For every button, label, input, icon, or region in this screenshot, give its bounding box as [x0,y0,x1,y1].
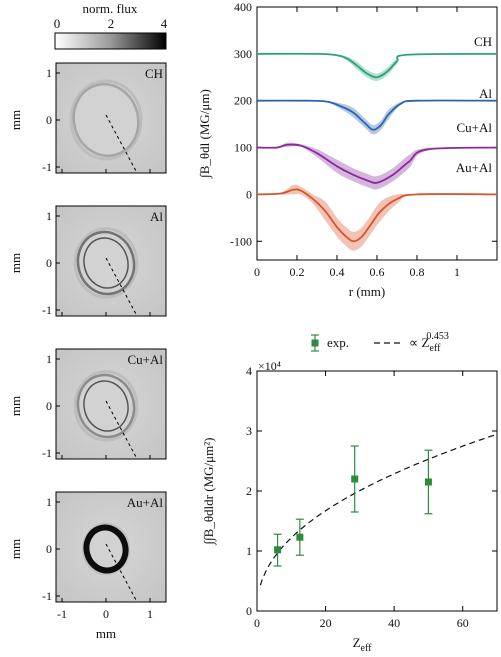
x-tick-label: 60 [457,616,469,630]
y-tick-label: 3 [246,424,252,438]
x-tick-label: 40 [388,616,400,630]
colorbar-tick: 0 [54,16,61,31]
radiograph-inner-ring [83,237,129,289]
radiograph-halo [69,79,143,161]
legend-exp-marker [311,339,319,347]
colorbar-tick: 2 [108,16,115,31]
radiograph-ring [76,373,136,439]
x-tick-label: 0 [254,265,260,279]
y-tick-label: 400 [234,0,252,14]
radiograph-ytick-label: -1 [42,446,52,460]
series-line [256,52,498,79]
radiograph-halo [73,227,139,299]
radiograph-xtick-label: 1 [147,607,153,621]
radiograph-ring [83,524,129,574]
fit-curve [259,433,498,586]
radiograph-ylabel: mm [8,253,23,273]
data-point [274,546,282,554]
radiograph-xtick-label: 0 [103,607,109,621]
radiograph-ylabel: mm [8,110,23,130]
radiograph-ring [76,230,136,296]
radiograph-ytick-label: 1 [46,352,52,366]
radiograph-lineout [105,114,137,172]
series-label: Au+Al [456,160,493,175]
radiograph-label: CH [145,66,163,81]
radiograph-panel: CH 1 0 -1 mm [8,62,167,174]
scatter-frame [256,370,498,612]
data-point [424,478,432,486]
x-tick-label: 0.6 [370,265,385,279]
y-axis-label: ∫B_θdl (MG/μm) [197,89,213,179]
y-tick-label: 1 [246,544,252,558]
y-tick-label: 100 [234,141,252,155]
radiograph-ytick-label: 0 [46,113,52,127]
legend-exp-label: exp. [327,335,349,350]
series-band [257,53,497,82]
y-tick-label: 2 [246,484,252,498]
radiograph-inner-ring [83,380,129,432]
radiograph-panel: Al 1 0 -1 mm [8,205,167,317]
radiograph-panel: Cu+Al 1 0 -1 mm [8,348,167,460]
series-band [257,142,497,190]
radiograph-ring [72,83,140,157]
y-tick-label: 300 [234,47,252,61]
radiograph-ytick-label: 0 [46,399,52,413]
radiograph-ylabel: mm [8,539,23,559]
x-tick-label: 0.2 [290,265,305,279]
x-tick-label: 0.8 [410,265,425,279]
colorbar-tick: 4 [161,16,168,31]
series-line [256,143,498,184]
radiograph-ytick-label: -1 [42,303,52,317]
series-line [256,188,498,243]
radiograph-ytick-label: 1 [46,495,52,509]
series-line [256,99,498,131]
radiograph-label: Cu+Al [127,352,163,367]
radiograph-lineout [105,257,137,315]
series-label: Al [479,86,492,101]
radiograph-label: Au+Al [127,495,164,510]
legend-fit-label: ∝ Zeff0.453 [409,331,449,354]
legend: exp. ∝ Zeff0.453 [311,331,449,354]
colorbar-label: norm. flux [83,1,138,16]
radiograph-halo [73,370,139,442]
data-point [351,475,359,483]
y-exponent: ×10⁴ [258,359,281,373]
radiograph-ytick-label: 0 [46,542,52,556]
radiograph-label: Al [150,209,163,224]
y-tick-label: 0 [246,604,252,618]
radiograph-xlabel: mm [96,626,116,641]
series-label: Cu+Al [456,120,492,135]
x-axis-label: Zeff [353,635,373,654]
radiograph-xtick-label: -1 [57,607,67,621]
y-axis-label: ∫∫B_θdldr (MG/μm²) [201,438,217,546]
radiograph-ytick-label: 1 [46,66,52,80]
series-band [257,184,497,251]
data-point [296,533,304,541]
radiograph-panels: CH 1 0 -1 mm Al 1 0 -1 mm Cu+Al 1 0 -1 mm Au+Al 1 0 -1 mm -1… [8,62,167,641]
x-tick-label: 20 [320,616,332,630]
radiograph-ytick-label: 0 [46,256,52,270]
radiograph-ylabel: mm [8,396,23,416]
radiograph-ytick-label: 1 [46,209,52,223]
zeff-scatter-chart: 4 3 2 1 00 20 40 60 ×10⁴ Zeff ∫∫B_θdldr (MG/μm²) ex… [201,331,498,654]
line-profile-chart: 400 300 200 100 0 -100 0 0.2 0.4 0.6 0.8 1 r (mm) ∫B_… [197,0,498,299]
x-axis-label: r (mm) [349,284,385,299]
radiograph-lineout [105,543,137,601]
x-tick-label: 0 [254,616,260,630]
radiograph-ytick-label: -1 [42,160,52,174]
colorbar: norm. flux 0 2 4 [54,1,168,50]
y-tick-label: -100 [230,234,252,248]
radiograph-lineout [105,400,137,458]
y-tick-label: 0 [246,187,252,201]
y-tick-label: 4 [246,364,252,378]
colorbar-bar [54,32,167,50]
radiograph-panel: Au+Al 1 0 -1 mm -1 0 1 mm [8,491,167,641]
x-tick-label: 0.4 [330,265,345,279]
radiograph-ytick-label: -1 [42,589,52,603]
y-tick-label: 200 [234,94,252,108]
series-label: CH [474,34,492,49]
x-tick-label: 1 [454,265,460,279]
